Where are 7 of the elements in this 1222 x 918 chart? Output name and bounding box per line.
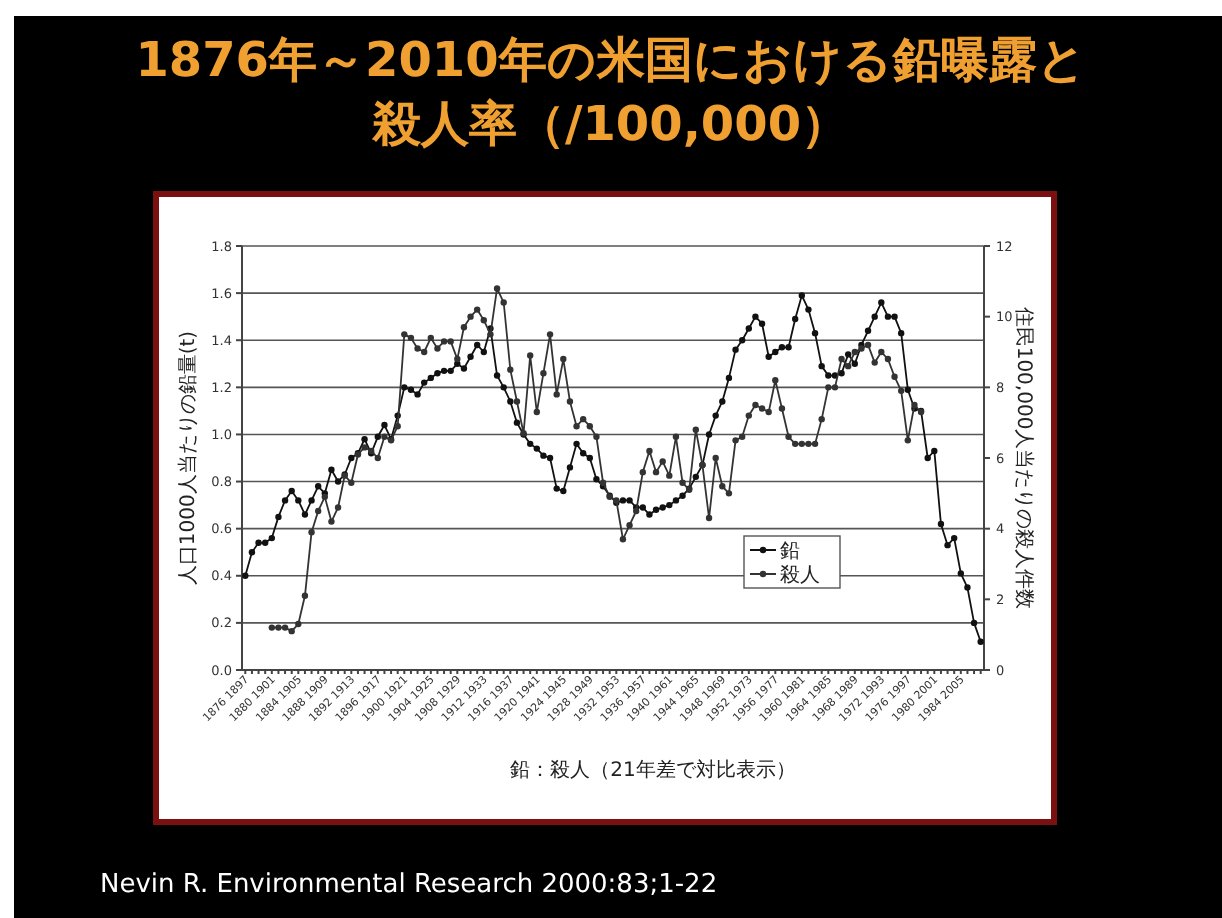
y2-axis-title: 住民100,000人当たりの殺人件数: [1012, 306, 1036, 610]
legend-label: 殺人: [780, 563, 820, 587]
legend-label: 鉛: [780, 541, 800, 563]
chart-title: 1876年～2010年の米国における鉛曝露と殺人率（/100,000）: [135, 32, 1087, 152]
text: Nevin R. Environmental Research 2000:83;1-22: [100, 870, 718, 900]
y-axis-title: 人口1000人当たりの鉛量(t): [176, 330, 200, 586]
x-axis-title: 鉛：殺人（21年差で対比表示）: [510, 758, 796, 782]
